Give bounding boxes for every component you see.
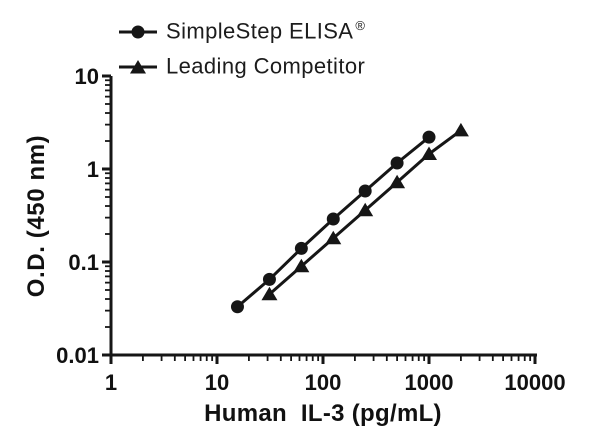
data-point-triangle	[389, 174, 406, 189]
data-point-triangle	[293, 258, 310, 273]
data-point-circle	[358, 184, 372, 198]
data-point-circle	[326, 212, 340, 226]
y-tick-label: 10	[75, 64, 99, 89]
x-tick-label: 10000	[504, 370, 565, 395]
y-axis-title: O.D. (450 nm)	[23, 134, 50, 298]
legend-item-competitor: Leading Competitor	[118, 49, 367, 84]
x-tick-label: 1000	[405, 370, 454, 395]
data-point-circle	[390, 156, 404, 170]
data-point-triangle	[357, 202, 374, 217]
y-tick-label: 0.1	[68, 250, 99, 275]
x-tick-label: 10	[205, 370, 229, 395]
legend-item-simplestep: SimpleStep ELISA ®	[118, 14, 367, 49]
x-tick-label: 100	[305, 370, 342, 395]
circle-marker-icon	[119, 25, 157, 38]
data-point-circle	[422, 130, 436, 144]
triangle-marker-icon	[119, 59, 157, 73]
data-point-circle	[294, 241, 308, 255]
data-point-circle	[262, 272, 276, 286]
y-tick-label: 1	[87, 157, 99, 182]
data-point-triangle	[325, 230, 342, 245]
legend: SimpleStep ELISA ® Leading Competitor	[118, 14, 367, 84]
data-point-triangle	[421, 146, 437, 160]
x-tick-label: 1	[105, 370, 117, 395]
data-point-circle	[230, 300, 244, 314]
y-tick-label: 0.01	[56, 343, 99, 368]
legend-label-simplestep: SimpleStep ELISA ®	[166, 18, 366, 44]
data-point-triangle	[452, 122, 469, 137]
registered-trademark-symbol: ®	[355, 18, 366, 34]
data-point-triangle	[261, 286, 278, 301]
x-axis-title: Human IL-3 (pg/mL)	[204, 400, 442, 427]
legend-label-competitor: Leading Competitor	[166, 53, 366, 79]
